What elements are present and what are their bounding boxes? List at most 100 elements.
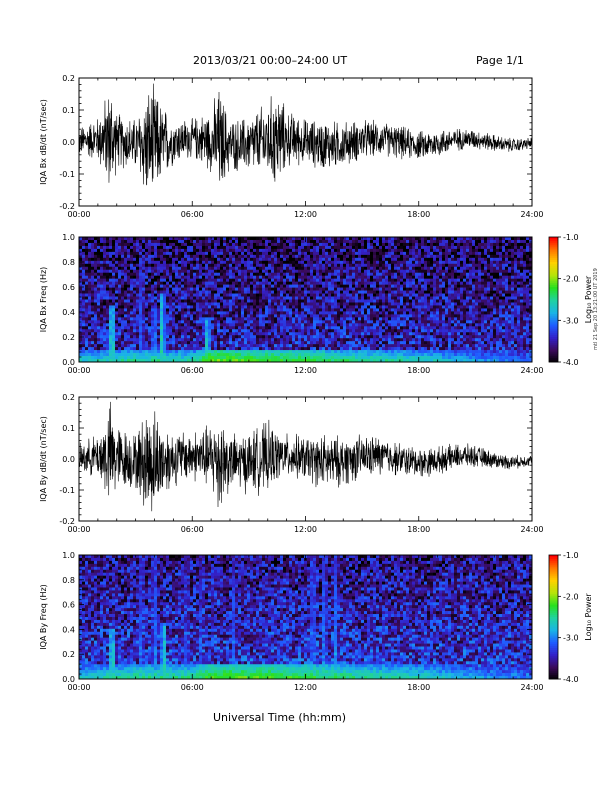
spectrogram-cell [115,308,119,312]
spectrogram-cell [322,287,326,291]
spectrogram-cell [307,260,311,265]
spectrogram-cell [322,329,326,333]
spectrogram-cell [256,290,260,294]
spectrogram-cell [244,266,248,271]
spectrogram-cell [178,278,182,282]
spectrogram-cell [286,245,290,250]
spectrogram-cell [178,269,182,274]
spectrogram-cell [307,320,311,324]
spectrogram-cell [289,266,293,271]
spectrogram-cell [238,317,242,321]
spectrogram-cell [235,341,239,345]
spectrogram-cell [409,296,413,300]
spectrogram-cell [121,284,125,288]
spectrogram-cell [109,290,113,294]
spectrogram-cell [370,281,374,285]
spectrogram-cell [88,323,92,327]
spectrogram-cell [106,341,110,345]
spectrogram-cell [376,329,380,333]
spectrogram-cell [391,251,395,256]
spectrogram-cell [418,302,422,306]
spectrogram-cell [316,353,320,357]
spectrogram-cell [196,251,200,256]
spectrogram-cell [400,332,404,336]
spectrogram-cell [187,332,191,336]
spectrogram-cell [79,237,83,241]
spectrogram-cell [283,308,287,312]
spectrogram-cell [247,263,251,268]
spectrogram-cell [85,284,89,288]
spectrogram-cell [241,347,245,351]
spectrogram-cell [310,347,314,351]
spectrogram-cell [358,260,362,265]
spectrogram-cell [199,281,203,285]
spectrogram-cell [262,347,266,351]
spectrogram-cell [427,278,431,282]
spectrogram-cell [103,237,107,241]
spectrogram-cell [304,350,308,354]
spectrogram-cell [268,326,272,330]
spectrogram-cell [403,338,407,342]
spectrogram-cell [274,344,278,348]
spectrogram-cell [349,353,353,357]
spectrogram-cell [229,308,233,312]
spectrogram-cell [406,323,410,327]
spectrogram-cell [307,323,311,327]
spectrogram-cell [298,305,302,309]
spectrogram-cell [148,296,152,300]
spectrogram-cell [244,239,248,244]
spectrogram-cell [364,329,368,333]
spectrogram-cell [277,311,281,315]
spectrogram-cell [205,263,209,268]
spectrogram-cell [421,290,425,294]
spectrogram-cell [268,254,272,259]
spectrogram-cell [115,281,119,285]
spectrogram-cell [118,239,122,244]
spectrogram-cell [202,284,206,288]
spectrogram-cell [232,239,236,244]
spectrogram-cell [367,317,371,321]
spectrogram-cell [316,284,320,288]
spectrogram-cell [139,314,143,318]
spectrogram-cell [376,281,380,285]
spectrogram-cell [238,296,242,300]
spectrogram-cell [100,317,104,321]
spectrogram-cell [121,290,125,294]
spectrogram-cell [115,242,119,247]
spectrogram-cell [157,251,161,256]
spectrogram-cell [304,323,308,327]
spectrogram-cell [346,329,350,333]
spectrogram-cell [217,308,221,312]
spectrogram-cell [364,278,368,282]
spectrogram-cell [205,326,209,330]
spectrogram-cell [259,329,263,333]
spectrogram-cell [343,338,347,342]
spectrogram-cell [112,269,116,274]
spectrogram-cell [226,257,230,262]
spectrogram-cell [205,260,209,265]
spectrogram-cell [280,314,284,318]
spectrogram-cell [85,248,89,253]
spectrogram-cell [343,251,347,256]
spectrogram-cell [259,356,263,360]
spectrogram-cell [220,290,224,294]
spectrogram-cell [400,356,404,360]
spectrogram-cell [238,266,242,271]
spectrogram-cell [394,257,398,262]
spectrogram-cell [421,293,425,297]
spectrogram-cell [301,356,305,360]
spectrogram-cell [253,299,257,303]
spectrogram-cell [190,242,194,247]
spectrogram-cell [412,260,416,265]
spectrogram-cell [367,275,371,279]
spectrogram-cell [97,296,101,300]
spectrogram-cell [346,308,350,312]
spectrogram-cell [97,290,101,294]
spectrogram-cell [412,323,416,327]
spectrogram-cell [313,272,317,276]
spectrogram-cell [136,323,140,327]
spectrogram-cell [256,257,260,262]
spectrogram-cell [412,257,416,262]
spectrogram-cell [181,329,185,333]
spectrogram-cell [337,237,341,241]
